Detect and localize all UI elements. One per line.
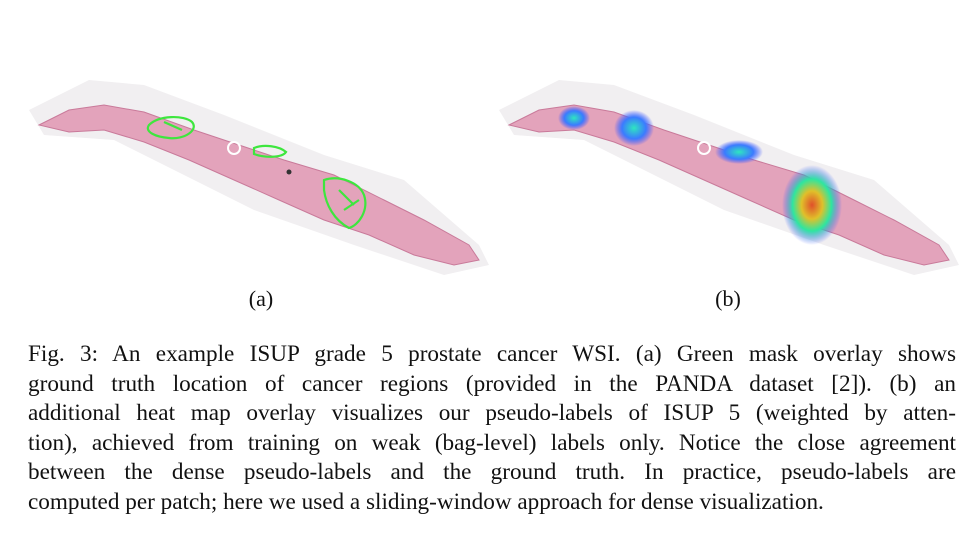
caption-line: tion), achieved from training on weak (b… (28, 429, 956, 456)
tissue-hole (227, 141, 241, 155)
caption-line: computed per patch; here we used a slidi… (28, 488, 824, 515)
wsi-heatmap-image (499, 80, 959, 275)
caption-line: ground truth location of cancer regions … (28, 370, 956, 397)
tissue-hole (697, 141, 711, 155)
caption-line: additional heat map overlay visualizes o… (28, 400, 956, 426)
panel-b-label: (b) (715, 286, 741, 311)
heatmap-overlay (558, 106, 842, 245)
figure-panel-b (494, 60, 969, 285)
tissue-dot (286, 169, 292, 175)
wsi-green-mask-image (29, 80, 489, 275)
figure-caption: Fig. 3: An example ISUP grade 5 prostate… (28, 340, 956, 517)
caption-line: between the dense pseudo-labels and the … (28, 459, 956, 485)
caption-line: Fig. 3: An example ISUP grade 5 prostate… (28, 341, 956, 367)
cancer-mask-regions (146, 116, 367, 230)
tissue-strip (37, 104, 480, 266)
figure-panel-a (24, 60, 499, 285)
panel-a-label: (a) (248, 286, 274, 311)
